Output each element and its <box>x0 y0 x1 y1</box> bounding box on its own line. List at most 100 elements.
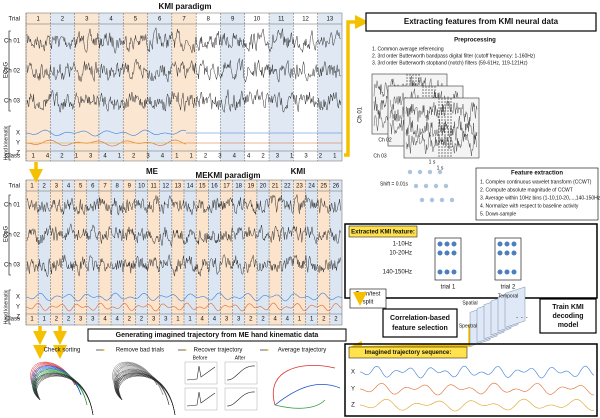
signal-trace <box>26 89 342 113</box>
signal-trace <box>26 254 342 278</box>
label: 1 <box>188 317 192 323</box>
label: 3 <box>152 317 156 323</box>
label: 4 <box>161 154 165 160</box>
avg-trajectory <box>274 384 341 406</box>
label: 1. Common average referencing <box>372 46 444 52</box>
label: 5 <box>134 17 138 23</box>
trial-band <box>317 180 330 325</box>
label: 2 <box>322 317 326 323</box>
trial-band <box>123 13 148 161</box>
label: Class <box>5 154 20 160</box>
label: ECoG <box>4 62 10 79</box>
label: 11 <box>150 184 157 190</box>
kinematic-trace <box>25 292 343 302</box>
yellow-arrow <box>344 15 369 157</box>
label: 2 <box>334 317 338 323</box>
trial-band <box>147 13 172 161</box>
trajectory-box <box>344 343 598 417</box>
label: 3 <box>237 317 241 323</box>
kinematic-trace <box>25 302 343 312</box>
label: 5 <box>79 184 83 190</box>
label: Y <box>16 305 20 311</box>
label: Train KMI <box>552 304 584 311</box>
label: 2 <box>60 154 64 160</box>
label: 2 <box>132 154 136 160</box>
label: 8 <box>207 17 211 23</box>
trial-band <box>111 180 124 325</box>
label: 18 <box>235 184 242 190</box>
feature-node <box>497 250 503 256</box>
mini-curve <box>186 365 216 381</box>
node <box>439 197 445 203</box>
trial-band <box>293 13 318 161</box>
label: X <box>16 295 20 301</box>
label: 9 <box>231 17 235 23</box>
label: 14 <box>187 184 194 190</box>
label: 8 <box>115 184 119 190</box>
trial-band <box>244 13 270 161</box>
label: KMI paradigm <box>159 2 212 11</box>
mini-plot <box>224 361 258 385</box>
label: Ch 01 <box>4 39 21 45</box>
backgrounds <box>25 13 342 325</box>
avg-trajectory <box>272 365 336 406</box>
label: 1 <box>333 154 337 160</box>
label: Y <box>351 387 355 393</box>
trial-bracket <box>434 237 462 281</box>
signal-trace <box>26 223 342 248</box>
label: Ch 02 <box>4 233 21 239</box>
label: Ch 03 <box>373 153 387 159</box>
label: 1. Complex continuous wavelet transform … <box>480 179 592 185</box>
trajectory-sketch <box>117 368 164 401</box>
label: 2 <box>61 17 65 23</box>
label: 4 <box>46 154 50 160</box>
label: 1 <box>43 317 47 323</box>
feature-node <box>497 269 503 275</box>
label: Trial <box>9 184 20 190</box>
title-box <box>365 12 597 32</box>
feature-node <box>451 250 457 256</box>
feature-node <box>437 250 443 256</box>
label: 3 <box>218 154 222 160</box>
trajectory-sketch <box>35 368 82 401</box>
mini-curve <box>226 391 256 407</box>
label: 2. 3rd order Butterworth bandpass digita… <box>372 53 535 59</box>
label: 1 <box>175 154 179 160</box>
feature-node <box>504 250 510 256</box>
label: 1 <box>30 184 34 190</box>
label: Shift = 0.01s <box>380 181 408 187</box>
label: 1 s <box>429 159 436 165</box>
label: Extracted KMI feature: <box>351 230 415 236</box>
kinematic-trace <box>25 129 187 137</box>
feature-node <box>451 241 457 247</box>
label: Z <box>16 151 20 157</box>
label: After <box>235 355 246 361</box>
trial-band <box>171 13 197 161</box>
label: 3 <box>91 317 95 323</box>
node <box>429 197 435 203</box>
label: 4 <box>103 154 107 160</box>
trial-band <box>281 180 294 325</box>
label: 2 <box>43 184 47 190</box>
trajectory-sketch <box>118 372 170 406</box>
label: trial 1 <box>441 285 456 291</box>
feature-node <box>504 241 510 247</box>
feature-node <box>437 269 443 275</box>
label: 1 <box>298 317 302 323</box>
label: 3. 3rd order Butterworth stopband (notch… <box>372 60 528 66</box>
label: Ch 02 <box>4 69 21 75</box>
label: 2 <box>128 317 132 323</box>
label: 21 <box>272 184 279 190</box>
mini-plot <box>184 361 218 385</box>
label: 1 <box>290 154 294 160</box>
feature-node <box>511 241 517 247</box>
label: feature selection <box>392 325 448 332</box>
kinematic-trace <box>26 139 187 147</box>
label: 10-20Hz <box>389 251 412 257</box>
trial-band <box>135 180 148 325</box>
trial-band <box>86 180 99 325</box>
feature-slab <box>504 286 526 328</box>
label: 2 <box>319 154 323 160</box>
label: 1-10Hz <box>393 242 412 248</box>
bracket <box>8 194 11 325</box>
